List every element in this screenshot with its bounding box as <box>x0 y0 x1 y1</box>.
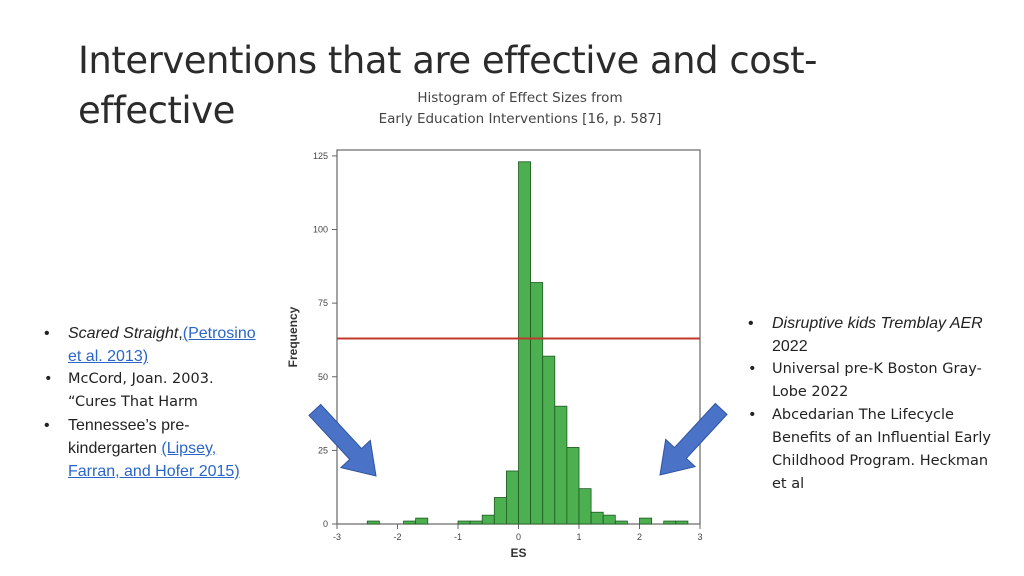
x-tick-label: 1 <box>576 532 581 542</box>
histogram-bar <box>415 517 429 525</box>
histogram-bar <box>578 488 592 525</box>
x-tick-label: 0 <box>516 532 521 542</box>
scared-straight-separator: , <box>178 325 183 342</box>
x-tick-label: -3 <box>333 532 341 542</box>
x-axis-label: ES <box>510 546 526 560</box>
histogram-bar <box>530 282 544 525</box>
y-tick-label: 125 <box>313 151 328 161</box>
y-tick-label: 100 <box>313 225 328 235</box>
x-tick-label: 3 <box>697 532 702 542</box>
histogram-bar <box>602 514 616 525</box>
disruptive-kids-year: 2022 <box>772 338 808 355</box>
right-arrow <box>659 402 728 476</box>
chart-caption: Histogram of Effect Sizes from Early Edu… <box>360 88 680 130</box>
list-item-scared-straight: Scared Straight,(Petrosino et al. 2013) <box>40 322 262 368</box>
histogram-bar <box>481 514 495 525</box>
histogram-bar <box>566 447 580 525</box>
chart-caption-line1: Histogram of Effect Sizes from <box>417 90 623 106</box>
x-tick-label: -2 <box>393 532 401 542</box>
tennessee-text: Tennessee’s pre-kindergarten <box>68 417 190 457</box>
list-item-disruptive-kids: Disruptive kids Tremblay AER 2022 <box>744 312 994 358</box>
histogram-bar <box>493 497 507 525</box>
scared-straight-title: Scared Straight <box>68 325 179 342</box>
histogram-bar <box>542 355 556 525</box>
histogram-bar <box>614 520 628 525</box>
histogram-chart: 0 25 50 75 100 125 -3 -2 -1 0 1 2 3 Frequency ES <box>286 149 728 560</box>
y-tick-label: 50 <box>318 372 328 382</box>
petrosino-link[interactable]: (Petrosino et al. 2013) <box>68 325 256 365</box>
histogram-bar <box>518 161 531 525</box>
left-reference-list: Scared Straight,(Petrosino et al. 2013) … <box>40 322 262 483</box>
list-item-universal-prek: Universal pre-K Boston Gray-Lobe 2022 <box>744 358 994 404</box>
histogram-bar <box>457 520 471 525</box>
chart-caption-line2: Early Education Interventions [16, p. 58… <box>378 111 662 127</box>
list-item-tennessee: Tennessee’s pre-kindergarten (Lipsey, Fa… <box>40 414 262 483</box>
slide-title-line2: effective <box>78 89 235 132</box>
histogram-bar <box>590 511 604 525</box>
y-tick-label: 0 <box>323 519 328 529</box>
right-reference-list: Disruptive kids Tremblay AER 2022 Univer… <box>744 312 994 496</box>
x-tick-label: 2 <box>637 532 642 542</box>
disruptive-kids-title: Disruptive kids Tremblay AER <box>772 315 983 332</box>
lipsey-link[interactable]: (Lipsey, Farran, and Hofer 2015) <box>68 440 240 480</box>
histogram-bar <box>639 517 653 525</box>
histogram-bar <box>675 520 689 525</box>
list-item-mccord: McCord, Joan. 2003. “Cures That Harm <box>40 368 262 414</box>
histogram-bar <box>554 405 568 525</box>
histogram-bar <box>366 520 380 525</box>
list-item-abecedarian: Abcedarian The Lifecycle Benefits of an … <box>744 404 994 496</box>
x-tick-label: -1 <box>454 532 462 542</box>
histogram-bar <box>403 520 417 525</box>
histogram-bar <box>663 520 677 525</box>
histogram-bar <box>469 520 483 525</box>
y-tick-label: 25 <box>318 445 328 455</box>
slide-title-line1: Interventions that are effective and cos… <box>78 39 817 82</box>
y-tick-label: 75 <box>318 298 328 308</box>
left-arrow <box>308 403 377 477</box>
y-axis-label: Frequency <box>286 306 300 367</box>
slide-title: Interventions that are effective and cos… <box>78 36 898 136</box>
histogram-bar <box>505 470 519 525</box>
